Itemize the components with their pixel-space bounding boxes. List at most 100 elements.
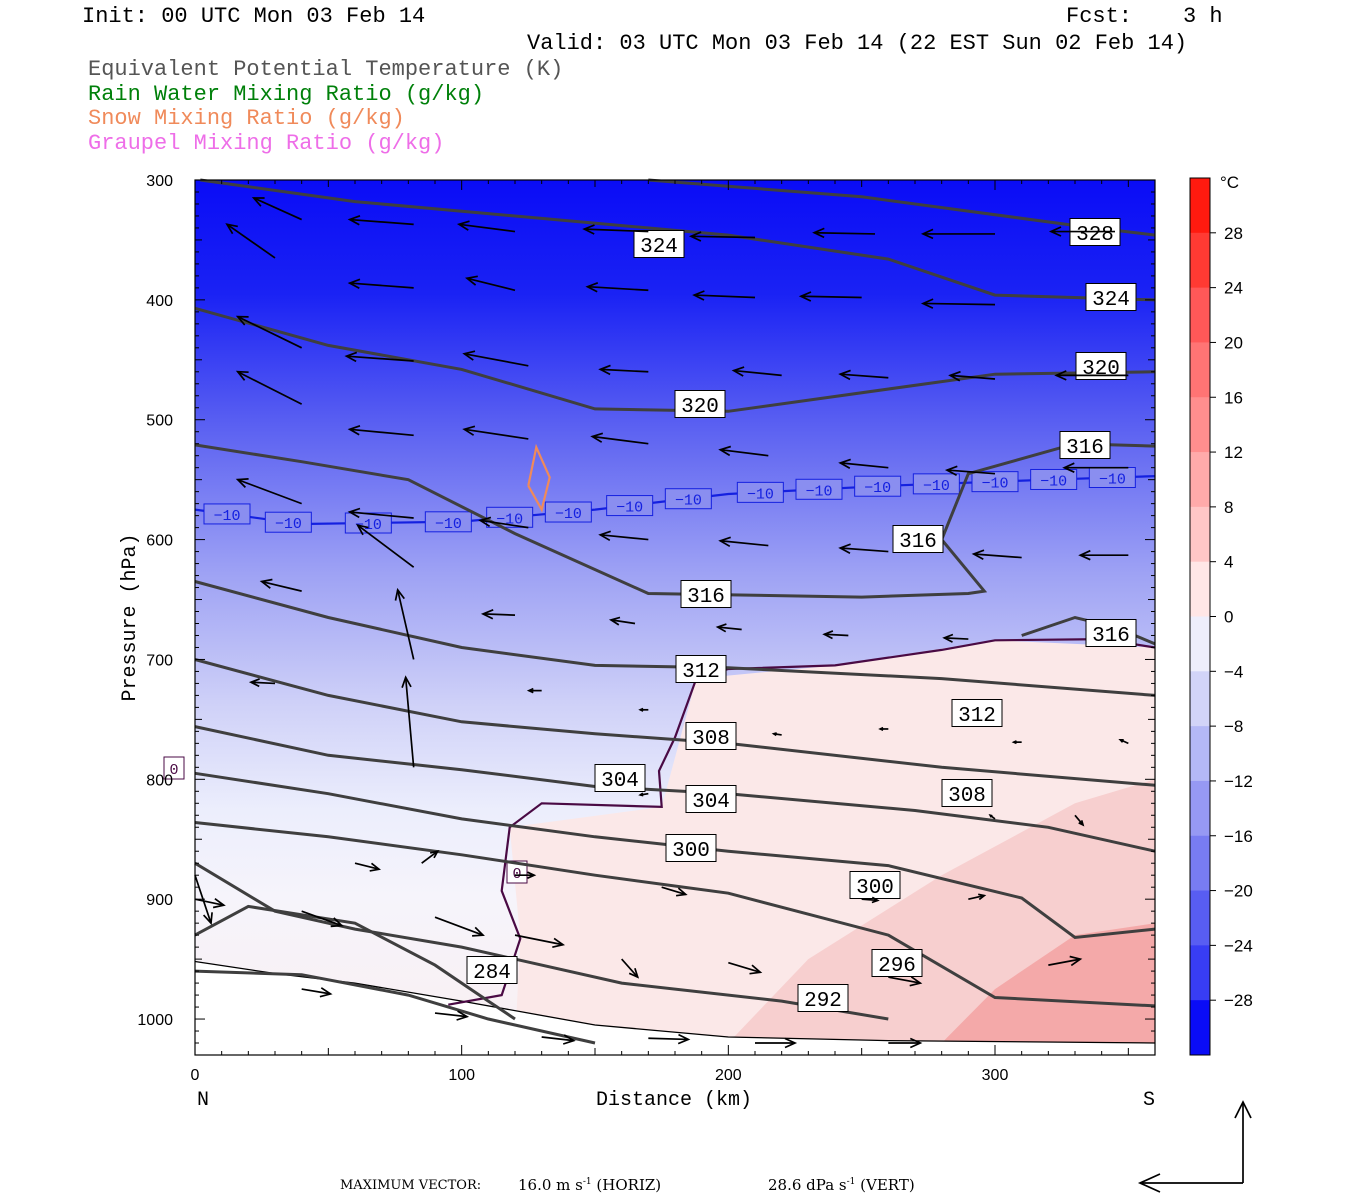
wind-vector: [944, 465, 996, 477]
wind-vector: [478, 516, 529, 529]
wind-vector: [755, 1037, 798, 1049]
wind-vector-head: [677, 1033, 691, 1045]
temperature-label-box: [854, 475, 902, 497]
temperature-label: −10: [675, 493, 702, 510]
wind-vector: [1062, 462, 1129, 473]
wind-vector: [235, 370, 303, 405]
temperature-label: −10: [923, 478, 950, 495]
wind-vector: [582, 224, 649, 235]
wind-vector-head: [731, 366, 745, 377]
theta-e-contour: [194, 771, 1156, 940]
wind-vector-head: [478, 516, 492, 528]
wind-vector-head: [251, 197, 265, 207]
colorbar-label: −16: [1224, 827, 1253, 846]
reference-vector-vertical-head: [1234, 1100, 1252, 1119]
max-vector-vert-value: 28.6 dPa s: [768, 1176, 847, 1194]
wind-vector-head: [988, 814, 993, 818]
wind-vector-head: [909, 976, 923, 987]
theta-e-label: 320: [1082, 358, 1120, 381]
colorbar-segment: [1190, 835, 1210, 892]
wind-vector-head: [688, 231, 702, 242]
wind-vector-shaft: [690, 235, 756, 239]
wind-vector-head: [920, 228, 934, 240]
wind-vector: [718, 445, 769, 457]
theta-e-label: 316: [899, 531, 937, 554]
wind-vector-head: [319, 987, 333, 998]
theta-e-contour: [194, 658, 1156, 787]
wind-vector-head: [718, 536, 731, 548]
theta-e-label: 304: [692, 791, 730, 814]
colorbar-label: 16: [1224, 388, 1243, 407]
wind-vector: [798, 291, 862, 302]
wind-vector-head: [812, 227, 825, 239]
wind-vector-shaft: [717, 626, 742, 631]
theta-e-label: 284: [473, 962, 511, 985]
wind-vector: [942, 633, 969, 643]
wind-vector-shaft: [421, 850, 439, 864]
colorbar-segment: [1190, 671, 1210, 727]
temperature-label-box: [424, 511, 472, 533]
colorbar-segment: [1190, 726, 1210, 782]
theta-e-label-box: [685, 785, 737, 813]
wind-vector: [598, 530, 649, 542]
wind-vector: [638, 707, 649, 712]
y-tick-label: 300: [146, 173, 173, 190]
wind-vector-shaft: [661, 886, 686, 896]
wind-vector: [301, 987, 333, 998]
init-time: Init: 00 UTC Mon 03 Feb 14: [82, 4, 426, 29]
x-tick-label: 200: [715, 1067, 742, 1084]
wind-vector: [354, 862, 382, 872]
wind-vector-head: [1078, 820, 1085, 827]
wind-vector-head: [202, 912, 213, 926]
wind-vector-head: [1069, 955, 1083, 967]
theta-e-contour: [194, 580, 1156, 697]
wind-vector-head: [598, 530, 611, 542]
reference-vector: [1137, 1100, 1252, 1193]
south-end-label: S: [1143, 1089, 1155, 1112]
wind-vector-head: [330, 917, 344, 928]
wind-vector-shaft: [404, 677, 415, 768]
wind-vector-shaft: [396, 589, 415, 660]
theta-e-label-box: [1085, 619, 1137, 647]
temperature-label: −10: [864, 480, 891, 497]
colorbar-segment: [1190, 178, 1210, 234]
wind-vector-head: [948, 370, 961, 382]
wind-vector-shaft: [541, 1036, 574, 1042]
colorbar-label: 12: [1224, 443, 1243, 462]
wind-vector: [988, 814, 996, 820]
wind-vector: [401, 675, 415, 768]
wind-vector: [347, 215, 414, 226]
wind-vector-shaft: [466, 277, 516, 292]
wind-vector: [731, 366, 782, 377]
wind-vector-shaft: [1048, 958, 1081, 966]
theta-e-label: 300: [672, 840, 710, 863]
wind-vector-head: [871, 896, 880, 904]
colorbar-segment: [1190, 506, 1210, 563]
wind-vector: [1011, 740, 1022, 745]
warm-region-core: [941, 923, 1155, 1043]
theta-e-label: 328: [1076, 224, 1114, 247]
wind-vector: [1078, 549, 1129, 561]
wind-vector: [920, 298, 996, 309]
wind-vector-head: [771, 732, 777, 737]
forecast-label: Fcst:: [1066, 4, 1133, 29]
max-vector-horiz: 16.0 m s-1 (HORIZ): [518, 1176, 661, 1194]
theta-e-label: 308: [692, 728, 730, 751]
temperature-label: −10: [1099, 472, 1126, 489]
wind-vector: [888, 976, 923, 987]
wind-vector-shaft: [861, 898, 878, 902]
theta-e-label: 300: [856, 877, 894, 900]
wind-vector: [347, 507, 414, 519]
reference-vector-horizontal-head: [1137, 1173, 1161, 1193]
wind-vector: [462, 425, 529, 440]
wind-vector-head: [462, 350, 476, 361]
wind-vector-shaft: [824, 633, 849, 637]
wind-vector-shaft: [922, 302, 996, 306]
wind-vector: [235, 315, 303, 349]
wind-vector: [692, 290, 756, 301]
wind-vector-head: [784, 1037, 798, 1049]
wind-vector-shaft: [592, 435, 649, 445]
y-tick-label: 400: [146, 293, 173, 310]
theta-e-label-box: [849, 871, 901, 899]
legend-graupel: Graupel Mixing Ratio (g/kg): [88, 131, 445, 156]
